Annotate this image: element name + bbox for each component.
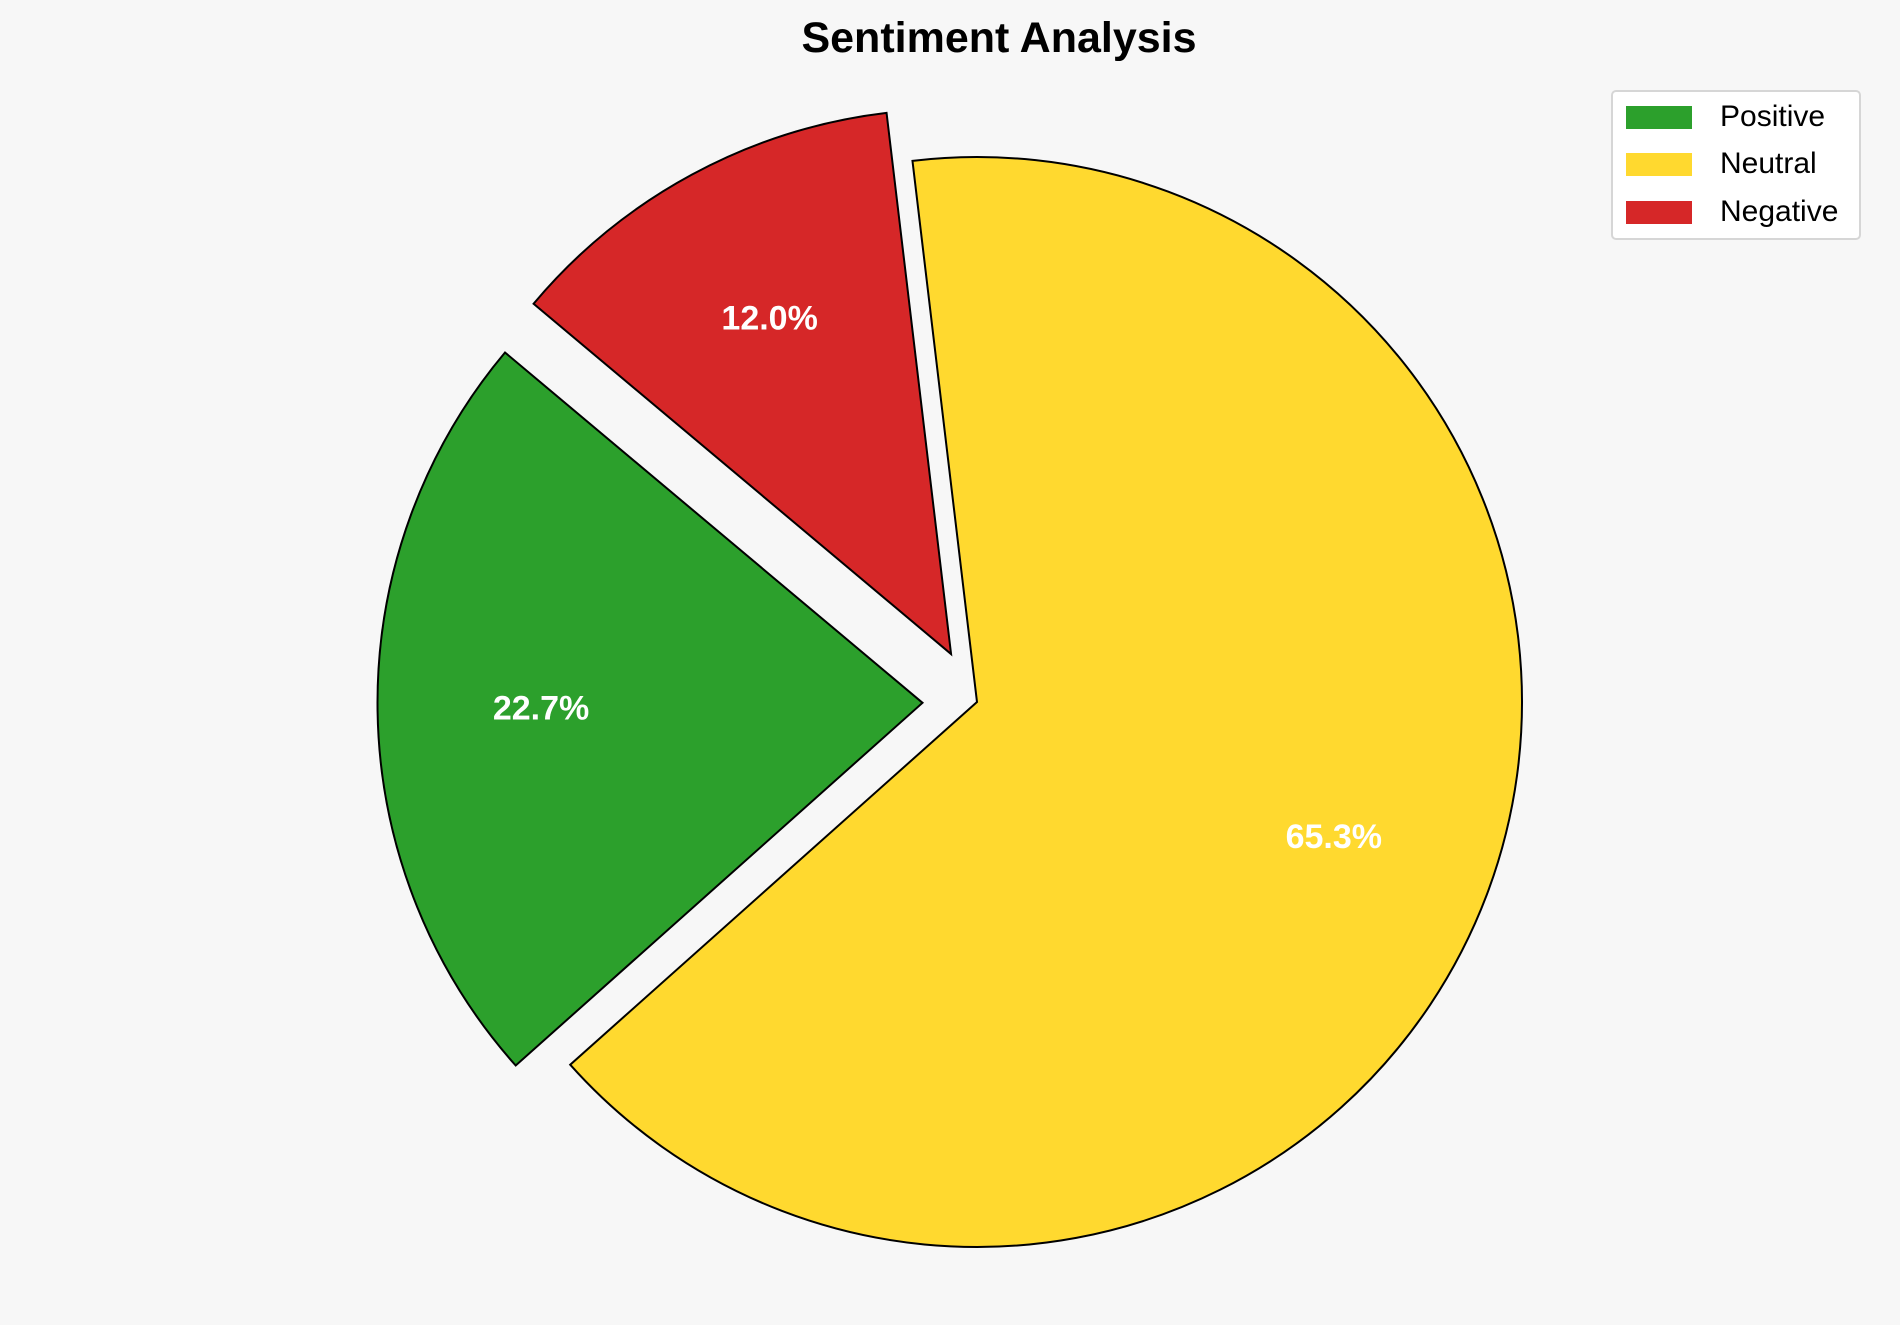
pie-label-neutral: 65.3% [1286,818,1382,856]
legend-label-negative: Negative [1720,195,1839,228]
legend-swatch-positive [1626,105,1692,129]
chart-title: Sentiment Analysis [801,14,1197,62]
legend-swatch-neutral [1626,152,1692,176]
legend: Positive Neutral Negative [1611,90,1861,240]
legend-item-negative: Negative [1626,195,1839,228]
pie-slice-negative [532,111,953,657]
legend-item-neutral: Neutral [1626,147,1817,180]
legend-label-positive: Positive [1720,100,1826,133]
legend-label-neutral: Neutral [1720,147,1817,180]
pie-label-negative: 12.0% [721,299,817,337]
pie-label-positive: 22.7% [493,690,589,728]
legend-swatch-negative [1626,200,1692,224]
pie-slice-neutral [568,156,1523,1248]
legend-item-positive: Positive [1626,100,1826,133]
pie-slice-positive [376,351,925,1067]
